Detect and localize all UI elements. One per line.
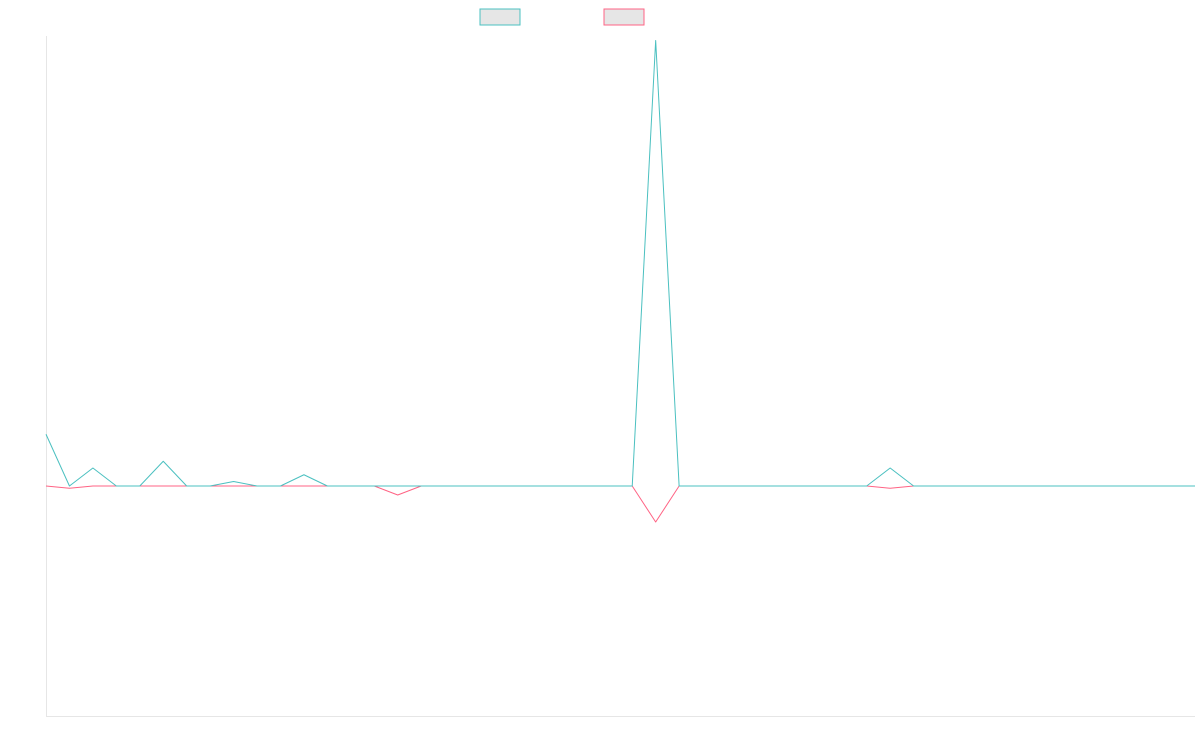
series-b-line <box>45 485 1195 523</box>
series-layer <box>45 40 1195 523</box>
legend-swatch-series-a[interactable] <box>479 8 521 26</box>
legend-swatch-series-b[interactable] <box>603 8 645 26</box>
axes <box>46 36 1195 717</box>
legend <box>479 8 645 26</box>
series-a-line <box>45 40 1195 487</box>
